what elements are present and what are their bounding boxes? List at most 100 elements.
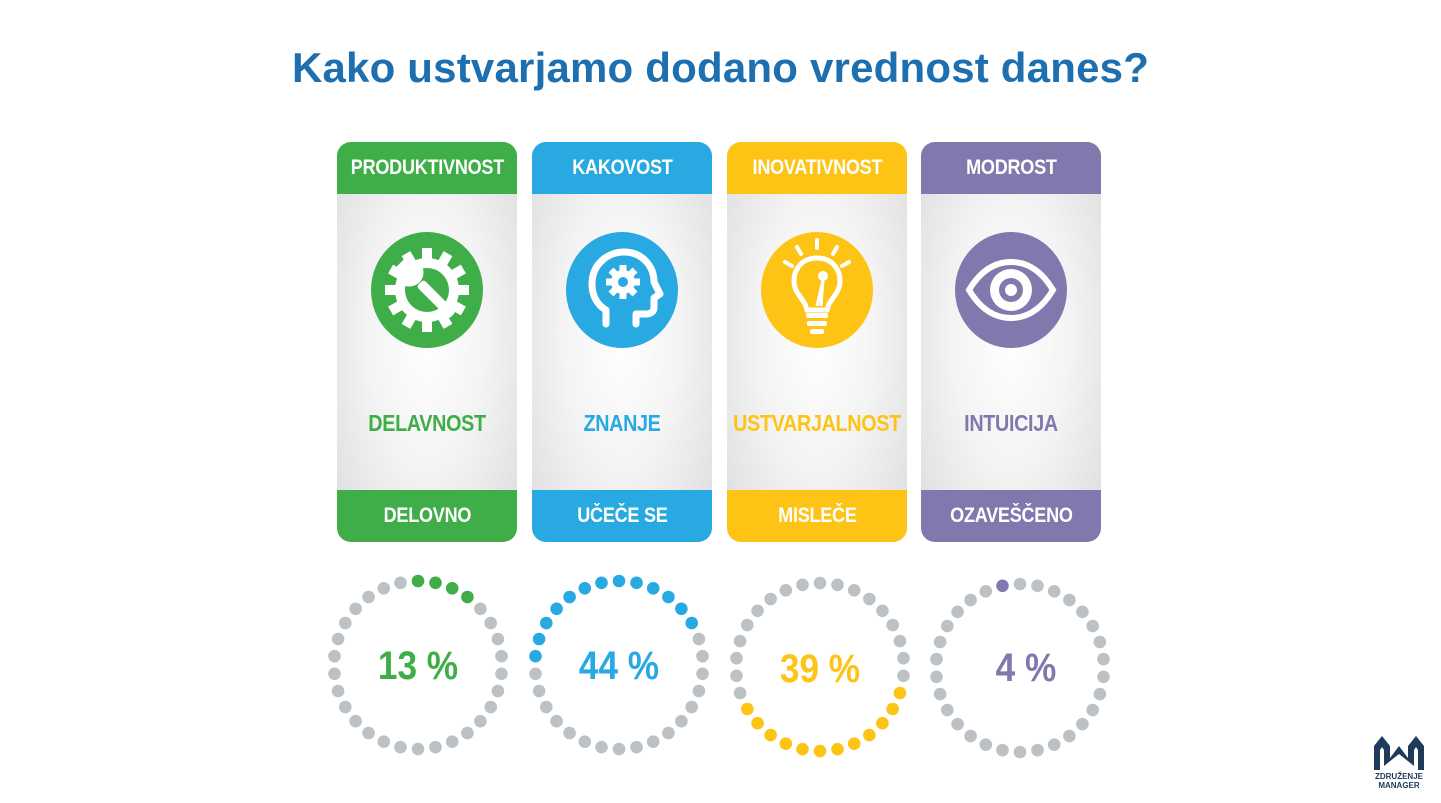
logo-text-line2: MANAGER	[1378, 781, 1420, 790]
ring-dot	[692, 684, 706, 698]
ring-dot-active	[578, 582, 592, 595]
ring-dot-active	[996, 579, 1009, 593]
ring-dot	[979, 585, 993, 598]
card-kakovost: KAKOVOST ZNANJE UČEČE	[532, 142, 712, 542]
ring-dot	[474, 602, 487, 616]
card-produktivnost: PRODUKTIVNOST	[337, 142, 517, 542]
card-bottom-band	[337, 490, 517, 542]
ring-dot	[491, 632, 505, 646]
percent-label-kakovost: 44 %	[578, 644, 660, 688]
ring-dot-active	[741, 702, 754, 716]
ring-dot	[612, 742, 626, 756]
card-middle-label: ZNANJE	[583, 410, 661, 436]
ring-dot	[876, 604, 889, 618]
ring-dot	[979, 738, 993, 751]
card-middle-label: INTUICIJA	[964, 410, 1058, 436]
ring-dot	[529, 667, 542, 681]
ring-dot	[964, 593, 977, 607]
card-bottom-band	[727, 490, 907, 542]
ring-dot-active	[595, 576, 608, 590]
percent-label-produktivnost: 13 %	[377, 644, 459, 688]
dot-ring	[328, 574, 508, 756]
ring-dot	[1063, 593, 1076, 607]
ring-dot-active	[563, 590, 576, 604]
ring-dot	[495, 667, 508, 681]
dot-ring	[730, 576, 910, 758]
slide-title: Kako ustvarjamo dodano vrednost danes?	[291, 44, 1150, 91]
card-inovativnost: INOVATIVNOST USTVARJALNOST MISLE	[727, 142, 907, 542]
ring-dot	[951, 605, 964, 619]
ring-dot	[831, 578, 844, 592]
ring-dot	[495, 649, 508, 663]
card-top-label: INOVATIVNOST	[752, 156, 882, 179]
ring-dot	[847, 584, 861, 597]
ring-dot	[930, 652, 943, 666]
logo-text-line1: ZDRUŽENJE	[1374, 772, 1423, 781]
ring-dot-active	[847, 737, 861, 750]
ring-dot	[1097, 670, 1110, 684]
ring-dot	[474, 714, 487, 728]
ring-dot	[813, 576, 827, 590]
card-top-band	[727, 142, 907, 194]
value-cards: PRODUKTIVNOST	[337, 142, 1101, 542]
ring-dot-active	[813, 744, 827, 758]
ring-dot-active	[532, 632, 546, 646]
ring-dot	[550, 714, 563, 728]
ring-dot	[1076, 605, 1089, 619]
ring-dot	[328, 649, 341, 663]
ring-dot	[1093, 687, 1107, 701]
ring-dot	[930, 670, 943, 684]
ring-dot	[1031, 579, 1044, 593]
ring-dot-active	[685, 616, 698, 630]
ring-dot	[484, 700, 498, 714]
ring-dot	[863, 592, 876, 606]
ring-dot	[349, 602, 362, 616]
ring-dot	[730, 651, 743, 665]
ring-dot	[951, 717, 964, 731]
card-bottom-label: OZAVEŠČENO	[949, 504, 1073, 527]
ring-dot	[429, 740, 442, 754]
ring-dot	[941, 619, 954, 633]
ring-dot	[328, 667, 341, 681]
ring-dot	[445, 735, 459, 748]
ring-dot-active	[612, 574, 626, 588]
ring-dot	[394, 576, 407, 590]
ring-dot	[1097, 652, 1110, 666]
ring-dot	[779, 584, 793, 597]
ring-dot	[764, 592, 777, 606]
ring-dot	[484, 616, 498, 630]
ring-dot	[362, 726, 375, 740]
ring-dot	[730, 669, 743, 683]
ring-dot	[897, 651, 910, 665]
ring-dot	[741, 618, 754, 632]
card-bottom-label: MISLEČE	[777, 504, 857, 527]
ring-dot	[563, 726, 576, 740]
card-top-band	[532, 142, 712, 194]
card-bottom-label: UČEČE SE	[576, 504, 668, 527]
ring-dot	[339, 700, 352, 714]
ring-dot	[630, 740, 643, 754]
ring-dot	[886, 618, 899, 632]
ring-dot-active	[764, 728, 777, 742]
ring-dot	[540, 700, 553, 714]
card-top-label: MODROST	[965, 156, 1057, 179]
gear-wrench-icon	[371, 232, 483, 348]
ring-dot-active	[529, 649, 542, 663]
dot-ring	[529, 574, 709, 756]
ring-dot	[331, 632, 345, 646]
ring-dot-active	[796, 742, 809, 756]
ring-dot	[461, 726, 474, 740]
ring-dot-active	[411, 574, 425, 588]
manager-logo-icon	[1374, 736, 1424, 770]
ring-dot	[1063, 729, 1076, 743]
card-top-label: KAKOVOST	[571, 156, 673, 179]
ring-dot	[696, 649, 709, 663]
ring-dot	[1013, 577, 1027, 591]
ring-dot	[1031, 743, 1044, 757]
ring-dot-active	[445, 582, 459, 595]
ring-dot-active	[662, 590, 675, 604]
percent-label-inovativnost: 39 %	[779, 647, 861, 691]
ring-dot	[532, 684, 546, 698]
ring-dot	[377, 735, 391, 748]
card-top-band	[337, 142, 517, 194]
